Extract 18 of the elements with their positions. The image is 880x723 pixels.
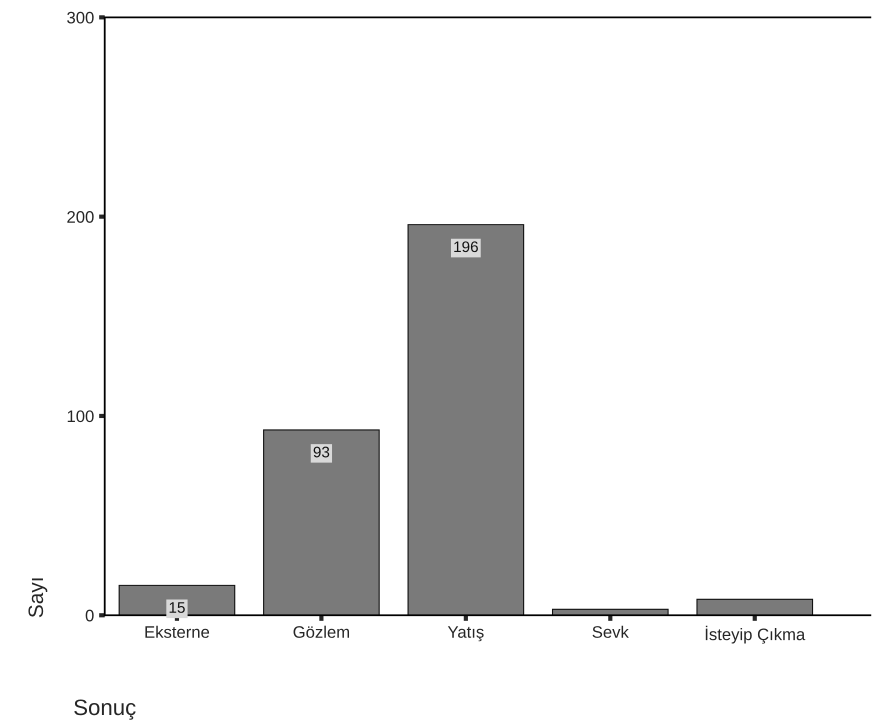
y-tick-label: 0	[86, 610, 94, 622]
data-label: 196	[454, 241, 478, 252]
y-tick-label: 100	[68, 410, 94, 422]
bar	[552, 608, 669, 616]
y-tick-label: 200	[67, 211, 94, 223]
data-label: 93	[314, 446, 330, 458]
x-tick-label: Gözlem	[294, 626, 350, 638]
x-tick-label: İsteyip Çıkma	[706, 626, 806, 644]
x-tick-label: Eksterne	[145, 626, 210, 638]
x-axis-title: Sonuç	[74, 699, 136, 720]
data-label: 15	[170, 602, 185, 613]
y-tick-label: 300	[67, 12, 94, 24]
bar	[263, 429, 380, 616]
bar	[408, 224, 524, 616]
x-tick-label: Sevk	[592, 626, 629, 638]
bar	[696, 598, 814, 616]
x-tick-label: Yatış	[448, 626, 484, 642]
y-axis-title: Sayı	[28, 578, 48, 618]
